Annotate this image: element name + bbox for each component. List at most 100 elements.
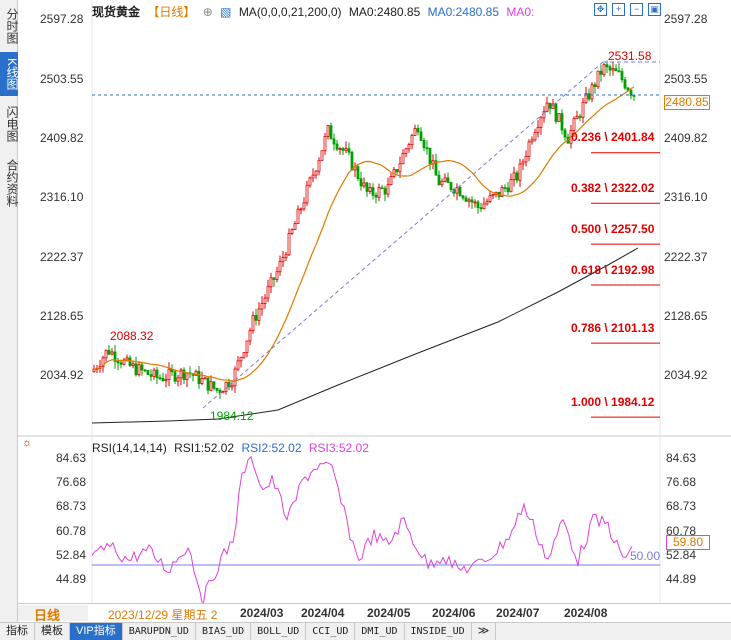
ma-value-a: MA0:2480.85 [348,5,421,19]
candle-body [593,84,597,88]
ma-value-b: MA0:2480.85 [427,5,500,19]
zoom-out-icon[interactable]: − [630,3,643,16]
time-axis-label: 2024/05 [367,606,411,620]
candle-body [113,351,117,362]
tab-indicators[interactable]: 指标 [0,623,35,640]
candle-body [146,370,150,375]
tab-dmi[interactable]: DMI_UD [355,623,405,640]
candle-body [425,147,429,150]
candle-body [491,194,495,197]
zoom-in-icon[interactable]: + [612,3,625,16]
right-axis-label: 2316.10 [664,190,708,204]
candle-body [137,364,141,376]
candle-body [197,370,201,384]
period-label[interactable]: 【日线】 [147,5,196,19]
side-tab-kline-chart[interactable]: K线图 [0,52,19,96]
candle-body [287,233,291,256]
candle-body [623,79,627,89]
move-icon[interactable]: ✥ [594,3,607,16]
candle-body [275,271,279,280]
low-price-label: 1984.12 [210,409,254,423]
candle-body [395,169,399,173]
tab-bias[interactable]: BIAS_UD [196,623,252,640]
candle-body [131,363,135,367]
candle-body [104,349,108,359]
candle-body [446,177,450,183]
candle-body [311,174,315,179]
rsi-params[interactable]: RSI(14,14,14) [92,441,167,455]
trend-line [202,61,660,409]
candle-body [410,134,414,146]
candle-body [239,356,243,362]
settings-icon[interactable]: ▣ [648,3,661,16]
candle-body [332,138,336,145]
candle-body [437,174,441,186]
candle-body [527,141,531,157]
rsi3-value: RSI3:52.02 [308,441,369,455]
candle-body [101,357,105,367]
candle-body [314,170,318,176]
candle-body [401,152,405,165]
candle-body [320,150,324,161]
tab-cci[interactable]: CCI_UD [306,623,356,640]
candle-body [515,172,519,181]
side-tab-contract-info[interactable]: 合约资料 [5,158,19,207]
candle-body [359,178,363,187]
candle-body [560,113,564,131]
side-tab-time-chart[interactable]: 分时图 [5,8,19,44]
period-selector-button[interactable]: 日线 [18,605,88,623]
rsi-axis-label: 52.84 [56,548,87,562]
candle-body [140,364,144,371]
candle-body [254,315,258,321]
candle-body [629,90,633,96]
rsi-axis-label: 76.68 [666,475,697,489]
candle-body [503,187,507,190]
candle-body [404,148,408,154]
candle-body [518,163,522,181]
candle-body [479,207,483,210]
candle-body [443,177,447,182]
candle-body [329,125,333,140]
left-axis-label: 2503.55 [40,72,84,86]
tab-templates[interactable]: 模板 [35,623,70,640]
candle-body [464,197,468,202]
candle-body [536,127,540,134]
indicator-tab-bar: 指标 模板 VIP指标 BARUPDN_UD BIAS_UD BOLL_UD C… [0,622,731,640]
candle-body [542,111,546,119]
candle-body [386,184,390,195]
tab-more-button[interactable]: ≫ [472,623,497,640]
ma-chart-icon[interactable]: ▧ [220,5,232,19]
candle-body [116,361,120,364]
rsi-axis-label: 84.63 [56,451,87,465]
candle-body [257,308,261,321]
candle-body [215,387,219,391]
tab-inside[interactable]: INSIDE_UD [405,623,472,640]
candle-body [209,381,213,391]
side-tab-flash-chart[interactable]: 闪电图 [5,106,19,142]
candle-body [236,360,240,370]
instrument-name: 现货黄金 [92,5,141,19]
candle-body [521,161,525,165]
candle-body [221,391,225,394]
tab-vip-indicators[interactable]: VIP指标 [70,623,123,640]
candle-body [266,286,270,299]
candle-body [617,70,621,73]
indicator-params-icon[interactable]: ⊕ [202,5,213,19]
left-axis-label: 2222.37 [40,250,84,264]
ma200-line [91,247,639,424]
price-chart-canvas[interactable] [18,0,731,603]
candle-body [458,187,462,197]
candle-body [455,187,459,194]
tab-boll[interactable]: BOLL_UD [251,623,307,640]
candle-body [440,180,444,186]
candle-body [338,148,342,150]
candle-body [596,70,600,88]
left-axis-label: 2128.65 [40,309,84,323]
left-axis-label: 2316.10 [40,190,84,204]
candle-body [608,66,612,71]
tab-barupdn[interactable]: BARUPDN_UD [123,623,196,640]
candle-body [263,297,267,304]
rsi-settings-icon[interactable]: ☼ [22,437,33,449]
candle-body [449,182,453,190]
ma-params[interactable]: MA(0,0,0,21,200,0) [238,5,342,19]
